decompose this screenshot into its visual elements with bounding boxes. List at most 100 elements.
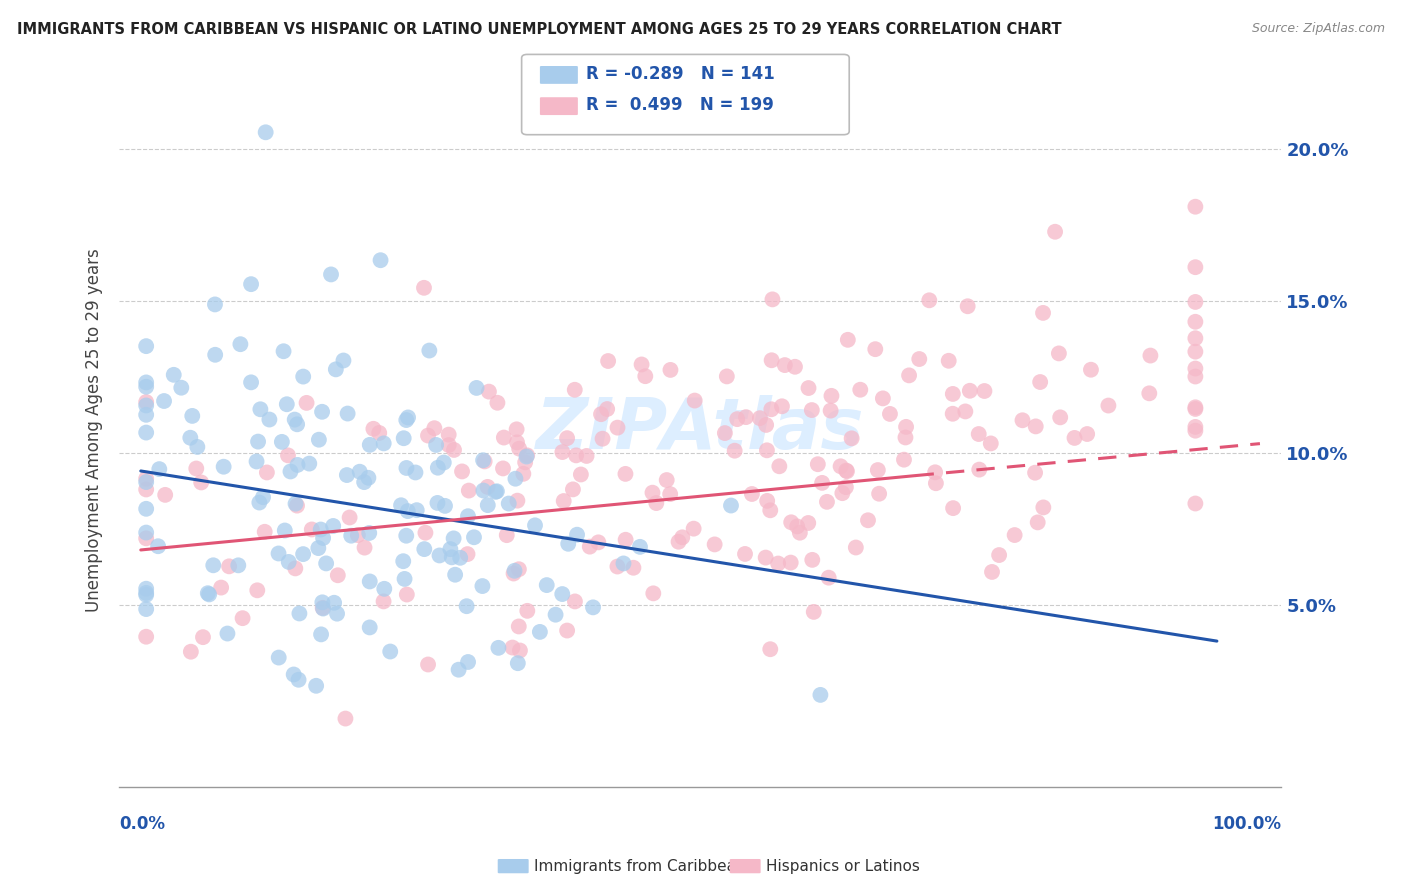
Point [170,381,193,395]
Point [1184,260,1206,275]
Point [413,281,436,295]
Point [1011,413,1033,427]
Point [146,539,169,553]
Point [894,430,917,444]
Point [623,560,645,574]
Point [273,344,295,359]
Point [359,438,381,452]
Point [247,495,270,509]
Point [326,607,349,621]
Point [942,387,965,401]
Point [815,495,838,509]
Point [506,656,529,670]
Point [1184,200,1206,214]
Point [780,516,803,530]
Point [457,509,479,524]
Point [463,530,485,544]
Point [830,459,852,474]
Point [204,348,226,362]
Point [703,537,725,551]
Point [392,554,415,568]
Point [659,363,682,377]
Point [135,472,157,486]
Point [1097,399,1119,413]
Text: Hispanics or Latinos: Hispanics or Latinos [766,859,920,873]
Point [287,458,309,472]
Point [1184,401,1206,415]
Point [506,435,529,450]
Point [292,547,315,561]
Point [1076,427,1098,442]
Point [332,353,354,368]
Point [868,487,890,501]
Point [894,420,917,434]
Point [256,466,278,480]
Point [340,529,363,543]
Point [555,624,578,638]
Point [516,604,538,618]
Point [967,462,990,476]
Point [325,362,347,376]
Point [229,337,252,351]
Point [773,358,796,372]
Point [135,588,157,602]
Point [283,667,305,681]
Point [849,383,872,397]
Point [395,413,418,427]
Point [135,483,157,497]
Point [614,533,637,547]
Y-axis label: Unemployment Among Ages 25 to 29 years: Unemployment Among Ages 25 to 29 years [86,248,103,612]
Point [280,465,302,479]
Point [959,384,981,398]
Point [311,600,333,615]
Point [492,461,515,475]
Point [274,524,297,538]
Point [423,421,446,435]
Point [967,427,990,442]
Point [368,425,391,440]
Point [503,564,526,578]
Point [643,586,665,600]
Point [755,417,778,432]
Point [311,595,333,609]
Point [980,436,1002,450]
Text: ZIPAtlas: ZIPAtlas [536,395,865,465]
Point [247,434,270,449]
Point [671,530,693,544]
Point [628,540,651,554]
Point [1029,375,1052,389]
Point [135,339,157,353]
Point [759,503,782,517]
Text: 100.0%: 100.0% [1212,815,1281,833]
Point [270,434,292,449]
Point [508,562,530,576]
Point [433,456,456,470]
Point [761,402,783,417]
Point [955,404,977,418]
Point [416,428,439,442]
Point [180,645,202,659]
Point [135,376,157,390]
Point [502,640,524,655]
Point [683,393,706,408]
Point [135,586,157,600]
Point [835,464,858,478]
Point [779,556,801,570]
Point [135,475,157,489]
Point [135,630,157,644]
Point [252,490,274,504]
Point [413,542,436,557]
Point [284,412,307,426]
Point [789,525,811,540]
Point [311,405,333,419]
Point [267,650,290,665]
Point [363,422,385,436]
Point [396,410,419,425]
Point [246,583,269,598]
Point [305,679,328,693]
Point [240,277,263,292]
Point [551,445,574,459]
Point [477,498,499,512]
Point [659,487,682,501]
Point [630,358,652,372]
